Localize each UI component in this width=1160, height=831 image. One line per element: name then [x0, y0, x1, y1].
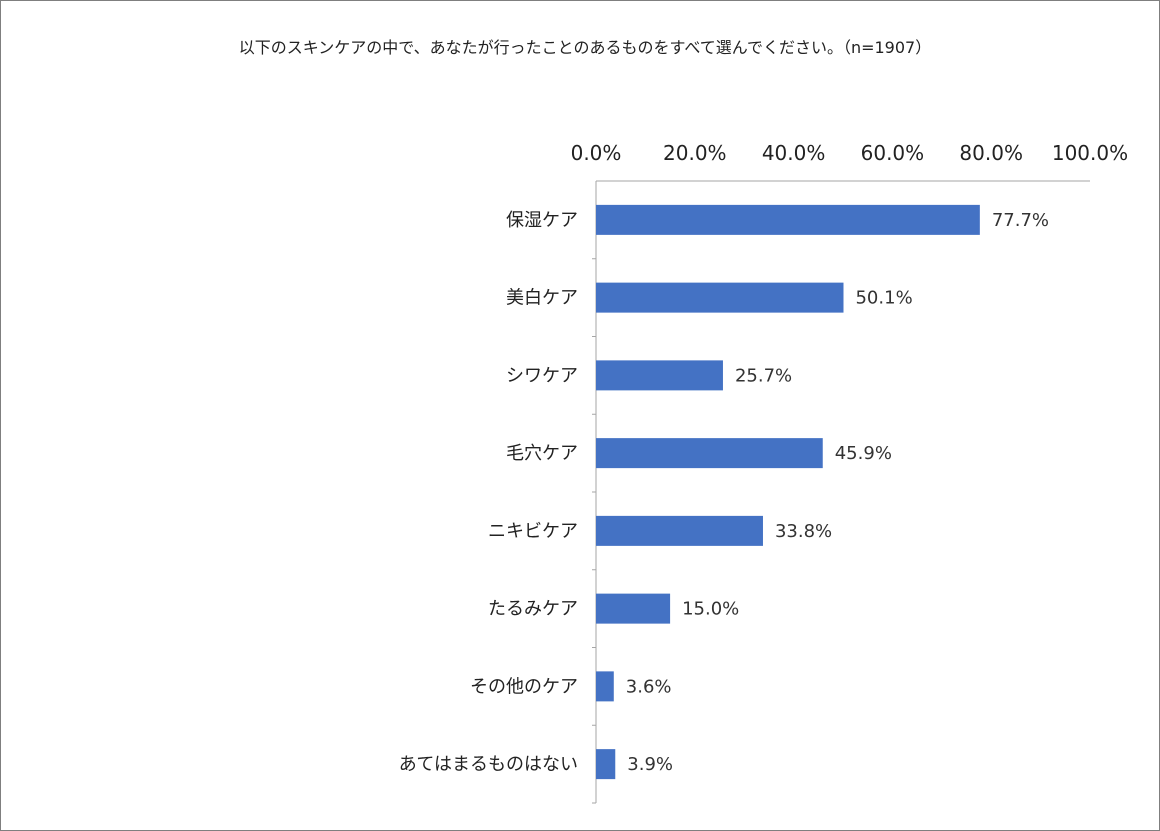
bar [596, 749, 616, 780]
category-label: たるみケア [488, 599, 578, 620]
category-label: あてはまるものはない [399, 754, 578, 775]
category-label: ニキビケア [488, 521, 578, 542]
data-label: 33.8% [775, 521, 832, 542]
data-label: 3.6% [626, 676, 672, 697]
category-label: シワケア [506, 365, 578, 386]
data-label: 3.9% [627, 754, 673, 775]
data-label: 77.7% [992, 210, 1049, 231]
category-label: その他のケア [470, 676, 578, 697]
data-label: 50.1% [855, 288, 912, 309]
chart-title: 以下のスキンケアの中で、あなたが行ったことのあるものをすべて選んでください。（n… [238, 38, 932, 57]
x-tick-label: 0.0% [571, 141, 622, 165]
category-label: 保湿ケア [506, 210, 578, 231]
data-label: 45.9% [835, 443, 892, 464]
data-label: 25.7% [735, 365, 792, 386]
bar [596, 515, 763, 546]
x-tick-label: 20.0% [663, 141, 727, 165]
x-tick-label: 40.0% [762, 141, 826, 165]
bar [596, 282, 844, 313]
data-label: 15.0% [682, 599, 739, 620]
bar [596, 671, 614, 702]
bar [596, 360, 723, 391]
bar [596, 438, 823, 469]
x-tick-label: 60.0% [861, 141, 925, 165]
category-label: 美白ケア [506, 288, 578, 309]
category-label: 毛穴ケア [506, 443, 578, 464]
bar [596, 204, 980, 235]
x-tick-label: 100.0% [1052, 141, 1128, 165]
x-tick-label: 80.0% [959, 141, 1023, 165]
bar [596, 593, 671, 624]
